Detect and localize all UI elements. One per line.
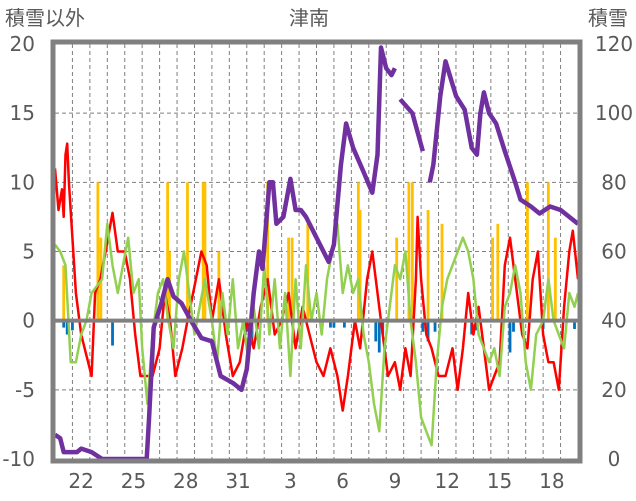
x-tick-label: 25 xyxy=(121,469,146,493)
blue-bars-bar xyxy=(329,320,332,328)
orange-bars-bar xyxy=(287,237,291,321)
orange-bars-bar xyxy=(546,182,550,321)
orange-bars-bar xyxy=(186,182,189,321)
x-tick-label: 6 xyxy=(336,469,349,493)
blue-bars-bar xyxy=(433,320,437,332)
green-line xyxy=(54,222,580,447)
orange-bars-bar xyxy=(491,237,494,321)
tick-labels: 20 15 10 5 0 -5 -10 120 100 80 60 40 20 0 22 25 28 31 3 6 9 1… xyxy=(2,32,633,493)
blue-bars-bar xyxy=(377,320,381,353)
x-tick-label: 3 xyxy=(284,469,297,493)
orange-bars-bar xyxy=(201,182,205,321)
x-tick-label: 22 xyxy=(68,469,93,493)
right-tick-label: 100 xyxy=(595,101,633,125)
blue-bars-bar xyxy=(374,320,378,342)
left-tick-label: 5 xyxy=(22,240,35,264)
blue-bars-bar xyxy=(65,320,69,335)
blue-bars-bar xyxy=(426,320,430,342)
blue-bars-bar xyxy=(111,320,114,346)
right-tick-label: 80 xyxy=(601,170,626,194)
blue-bars-bar xyxy=(332,320,336,328)
left-tick-label: -10 xyxy=(2,447,35,471)
x-tick-label: 18 xyxy=(539,469,564,493)
chart-title: 津南 xyxy=(289,6,329,30)
orange-bars-bar xyxy=(96,182,100,321)
left-tick-label: 0 xyxy=(22,309,35,333)
orange-bars-bar xyxy=(496,223,500,321)
orange-bars-bar xyxy=(358,210,362,321)
plot-border xyxy=(50,39,583,464)
right-tick-label: 60 xyxy=(601,240,626,264)
left-tick-label: 15 xyxy=(10,101,35,125)
orange-bars-bar xyxy=(553,237,557,321)
orange-bars-bar xyxy=(526,182,529,321)
blue-bars-bar xyxy=(71,320,74,331)
orange-bars-bar xyxy=(440,223,444,321)
blue-bars-bar xyxy=(421,320,425,332)
blue-bars-bar xyxy=(512,320,515,332)
right-tick-label: 0 xyxy=(608,447,621,471)
left-tick-label: -5 xyxy=(15,378,35,402)
right-tick-label: 40 xyxy=(601,309,626,333)
x-tick-label: 9 xyxy=(389,469,402,493)
gridlines xyxy=(55,44,578,459)
bars xyxy=(62,182,576,353)
orange-bars-bar xyxy=(407,182,411,321)
blue-bars-bar xyxy=(508,320,512,353)
x-tick-label: 28 xyxy=(173,469,198,493)
orange-bars-bar xyxy=(426,210,430,321)
red-line xyxy=(53,142,580,412)
blue-bars-bar xyxy=(342,320,346,328)
orange-bars-bar xyxy=(356,182,360,321)
purple-snow-depth-line xyxy=(427,59,580,226)
orange-bars-bar xyxy=(395,237,399,321)
purple-snow-depth-line xyxy=(398,97,425,152)
orange-bars-bar xyxy=(290,237,294,321)
orange-bars-bar xyxy=(62,265,66,321)
right-tick-label: 120 xyxy=(595,32,633,56)
left-tick-label: 10 xyxy=(10,170,35,194)
blue-bars-bar xyxy=(573,320,576,329)
orange-bars-bar xyxy=(166,182,170,321)
left-axis-title: 積雪以外 xyxy=(5,6,85,30)
orange-bars-bar xyxy=(266,182,270,321)
right-tick-label: 20 xyxy=(601,378,626,402)
left-tick-label: 20 xyxy=(10,32,35,56)
purple-snow-depth-line xyxy=(53,45,397,462)
series-lines xyxy=(53,45,580,462)
plot-frame xyxy=(50,39,583,464)
orange-bars-bar xyxy=(203,182,207,321)
blue-bars-bar xyxy=(62,320,66,328)
x-tick-label: 15 xyxy=(487,469,512,493)
right-axis-title: 積雪 xyxy=(588,6,628,30)
orange-bars-bar xyxy=(410,182,414,321)
x-tick-label: 31 xyxy=(225,469,250,493)
x-tick-label: 12 xyxy=(435,469,460,493)
